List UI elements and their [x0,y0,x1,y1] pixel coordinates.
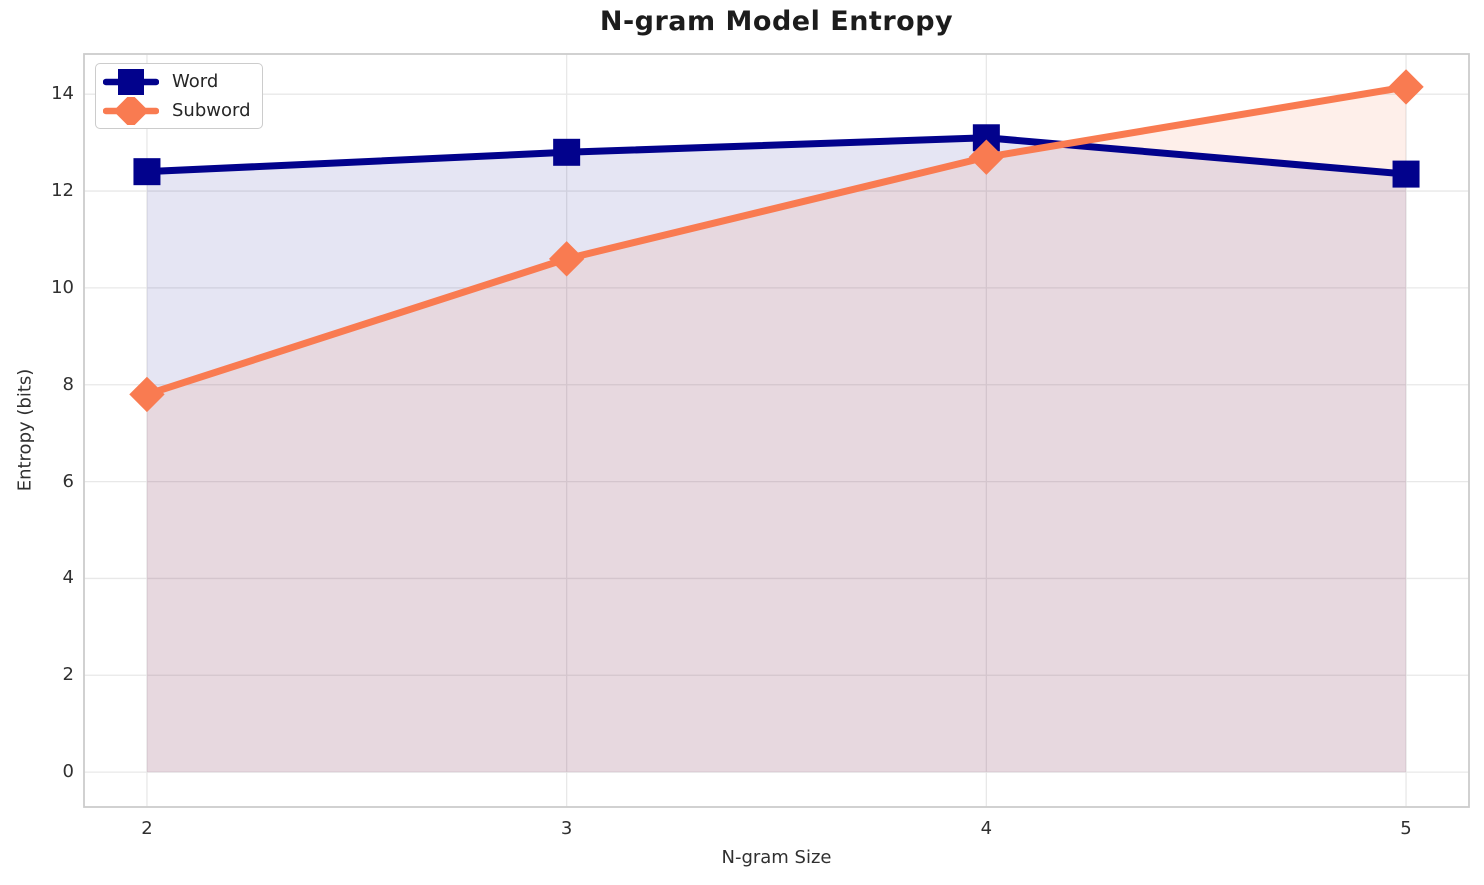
data-point-subword [968,139,1005,175]
data-point-word [1392,160,1420,188]
y-tick-label: 14 [51,83,74,105]
y-tick-label: 4 [62,567,74,589]
fill-area-subword [146,86,1407,773]
x-tick-label: 3 [560,818,573,839]
legend: Word Subword [95,63,263,129]
series-line-subword [143,83,1410,398]
y-tick-label: 2 [62,664,74,686]
series-line-word [143,134,1410,178]
chart-title: N-gram Model Entropy [599,6,954,37]
x-tick-label: 2 [141,818,153,839]
data-point-word [553,138,581,166]
legend-label-word: Word [172,71,219,92]
y-tick-label: 6 [62,470,74,492]
x-tick-label: 4 [980,818,993,839]
y-tick-label: 10 [51,276,74,298]
legend-item-subword: Subword [103,96,262,125]
subword-diamond-marker-icon [103,96,159,125]
word-square-marker-icon [103,68,159,95]
x-axis-label: N-gram Size [721,847,832,868]
data-point-word [133,158,161,186]
data-point-subword [548,241,585,277]
x-tick-label: 5 [1400,818,1412,839]
y-tick-label: 0 [62,761,74,783]
y-tick-label: 8 [62,373,74,395]
legend-label-subword: Subword [172,100,251,121]
y-tick-label: 12 [51,180,74,202]
legend-item-word: Word [103,68,262,96]
plot-border [83,53,1470,808]
